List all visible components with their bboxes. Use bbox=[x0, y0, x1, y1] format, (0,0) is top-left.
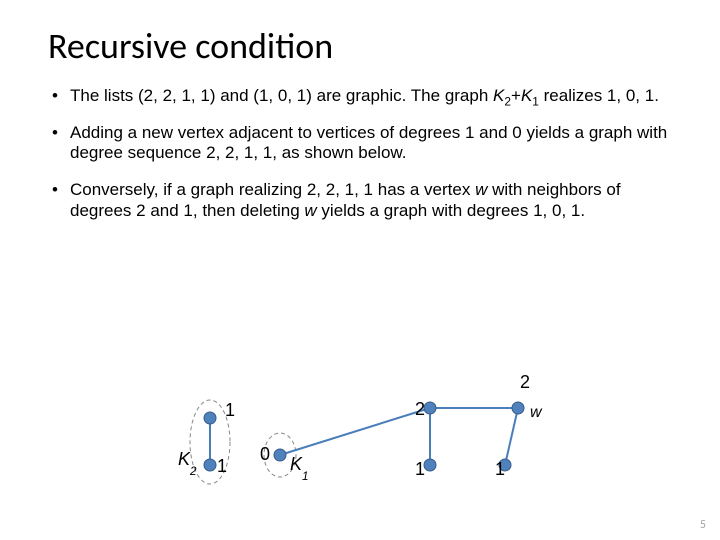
bullet-item: The lists (2, 2, 1, 1) and (1, 0, 1) are… bbox=[52, 86, 672, 107]
slide: Recursive condition The lists (2, 2, 1, … bbox=[0, 0, 720, 540]
node bbox=[424, 459, 436, 471]
diagram-label: 0 bbox=[260, 444, 270, 464]
node bbox=[274, 449, 286, 461]
diagram-label: 1 bbox=[495, 459, 505, 479]
diagram-label: 2 bbox=[520, 372, 530, 392]
bullet-item: Conversely, if a graph realizing 2, 2, 1… bbox=[52, 180, 672, 221]
diagram-label: K2 bbox=[178, 449, 197, 478]
diagram-label: 1 bbox=[225, 400, 235, 420]
slide-title: Recursive condition bbox=[48, 24, 672, 68]
node bbox=[424, 402, 436, 414]
node bbox=[204, 459, 216, 471]
diagram-label: 1 bbox=[217, 456, 227, 476]
diagram-label: w bbox=[530, 404, 543, 421]
bullet-item: Adding a new vertex adjacent to vertices… bbox=[52, 123, 672, 164]
diagram-label: 2 bbox=[415, 399, 425, 419]
diagram-label: 1 bbox=[415, 459, 425, 479]
diagram-svg: K2 K1 1 1 0 2 1 2 1 w bbox=[150, 370, 600, 510]
bullet-list: The lists (2, 2, 1, 1) and (1, 0, 1) are… bbox=[52, 86, 672, 222]
diagram-label: K1 bbox=[290, 454, 309, 483]
diagram: K2 K1 1 1 0 2 1 2 1 w bbox=[150, 370, 600, 510]
edge bbox=[280, 408, 430, 455]
node bbox=[512, 402, 524, 414]
page-number: 5 bbox=[700, 518, 706, 532]
edge bbox=[505, 408, 518, 465]
node bbox=[204, 412, 216, 424]
